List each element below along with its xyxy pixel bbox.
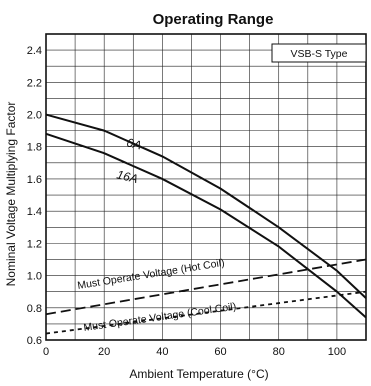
y-tick-label: 1.4 bbox=[27, 206, 42, 218]
y-axis-ticks: 0.6 0.8 1.0 1.2 1.4 1.6 1.8 2.0 2.2 2.4 bbox=[27, 45, 42, 347]
y-tick-label: 0.8 bbox=[27, 303, 42, 315]
series-line bbox=[45, 258, 367, 316]
x-tick-label: 80 bbox=[273, 346, 285, 358]
y-tick-label: 1.2 bbox=[27, 238, 42, 250]
series-line bbox=[45, 113, 367, 299]
x-axis-ticks: 0 20 40 60 80 100 bbox=[43, 346, 346, 358]
y-tick-label: 2.2 bbox=[27, 77, 42, 89]
x-tick-label: 0 bbox=[43, 346, 49, 358]
legend-box-label: VSB-S Type bbox=[290, 48, 347, 60]
y-tick-label: 2.4 bbox=[27, 45, 42, 57]
grid-lines bbox=[46, 34, 366, 340]
y-tick-label: 1.6 bbox=[27, 174, 42, 186]
x-tick-label: 100 bbox=[328, 346, 346, 358]
y-tick-label: 1.0 bbox=[27, 271, 42, 283]
y-tick-label: 2.0 bbox=[27, 110, 42, 122]
y-tick-label: 0.6 bbox=[27, 335, 42, 347]
y-tick-label: 1.8 bbox=[27, 142, 42, 154]
x-tick-label: 20 bbox=[98, 346, 110, 358]
cool-coil-label: Must Operate Voltage (Cool Coil) bbox=[83, 301, 237, 334]
series-lines bbox=[45, 113, 367, 335]
x-tick-label: 60 bbox=[214, 346, 226, 358]
chart-title: Operating Range bbox=[153, 11, 274, 28]
x-tick-label: 40 bbox=[156, 346, 168, 358]
curve-label-16a: 16A bbox=[115, 167, 139, 186]
y-axis-label: Nominal Voltage Multiplying Factor bbox=[4, 102, 18, 287]
curve-label-0a: 0A bbox=[125, 135, 143, 152]
plot-frame bbox=[45, 33, 367, 341]
x-axis-label: Ambient Temperature (°C) bbox=[129, 367, 268, 381]
series-line bbox=[45, 290, 367, 335]
legend-box: VSB-S Type bbox=[271, 43, 367, 63]
series-line bbox=[45, 132, 367, 319]
